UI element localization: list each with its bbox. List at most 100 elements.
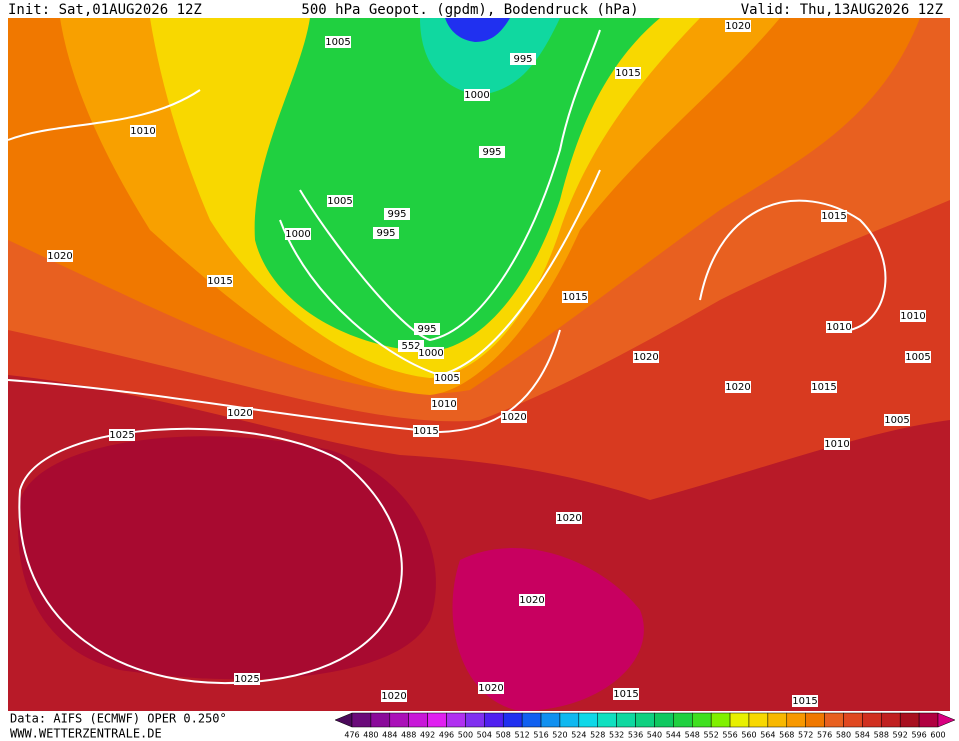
colorbar-label: 504: [477, 731, 492, 740]
colorbar-label: 500: [458, 731, 473, 740]
isobar-line: [7, 89, 201, 141]
colorbar-cell: [484, 712, 504, 728]
isobar-label: 1010: [826, 322, 851, 333]
colorbar-label: 496: [439, 731, 454, 740]
isobar-label: 995: [482, 147, 501, 158]
isobar-label-bg: [821, 210, 847, 222]
isobar-label-bg: [792, 695, 818, 707]
isobar-label-bg: [384, 208, 410, 220]
isobar-label: 1020: [725, 21, 750, 32]
isobar-label-bg: [725, 20, 751, 32]
colorbar-cell: [729, 712, 750, 728]
isobar-label-bg: [725, 381, 751, 393]
isobar-label: 1015: [821, 211, 846, 222]
isobar-line: [18, 427, 403, 685]
colorbar-cell: [862, 712, 882, 728]
isobar-label: 1005: [434, 373, 459, 384]
colorbar-cell: [408, 712, 428, 728]
isobar-label-bg: [327, 195, 353, 207]
isobar-label: 1015: [413, 426, 438, 437]
isobar-label-bg: [556, 512, 582, 524]
isobar-labels: 1005 995 1000 995 1005 995 995 1000 1010 1020 1015…: [47, 20, 931, 707]
colorbar-cell: [635, 712, 655, 728]
isobar-label: 1005: [884, 415, 909, 426]
colorbar-label: 588: [874, 731, 889, 740]
colorbar-label: 560: [741, 731, 756, 740]
colorbar-label: 596: [911, 731, 926, 740]
isobar-label: 1000: [285, 229, 310, 240]
data-source: Data: AIFS (ECMWF) OPER 0.250°: [10, 712, 227, 726]
colorbar-cell: [767, 712, 788, 728]
isobar-label-bg: [464, 89, 490, 101]
isobar-label: 1015: [207, 276, 232, 287]
isobar-label-bg: [325, 36, 351, 48]
isobar-label-bg: [414, 323, 440, 335]
colorbar-cell: [899, 712, 920, 728]
isobar-label-bg: [811, 381, 837, 393]
isobar-label-bg: [884, 414, 910, 426]
colorbar-cell: [578, 712, 598, 728]
colorbar-cell: [616, 712, 636, 728]
colorbar-label: 556: [722, 731, 737, 740]
isobar-label: 995: [376, 228, 395, 239]
isobar-label-bg: [900, 310, 926, 322]
isobar-label-bg: [130, 125, 156, 137]
isobar-label: 1020: [556, 513, 581, 524]
colorbar-label: 576: [817, 731, 832, 740]
isobar-label: 1020: [501, 412, 526, 423]
isobar-label-bg: [615, 67, 641, 79]
isobar-label: 1015: [792, 696, 817, 707]
isobar-label: 1020: [47, 251, 72, 262]
colorbar-label: 524: [571, 731, 586, 740]
field-pink: [452, 548, 644, 711]
isobar-label-bg: [227, 407, 253, 419]
colorbar-cell: [748, 712, 769, 728]
isobar-label: 1020: [633, 352, 658, 363]
isobar-label-bg: [47, 250, 73, 262]
isobar-label-bg: [285, 228, 311, 240]
isobar-label: 1000: [464, 90, 489, 101]
isobar-label: 1015: [562, 292, 587, 303]
colorbar-label: 492: [420, 731, 435, 740]
colorbar-cell: [843, 712, 863, 728]
colorbar-cell: [370, 712, 391, 728]
isobar-label: 995: [513, 54, 532, 65]
colorbar-cell: [465, 712, 485, 728]
isobar-label: 1010: [824, 439, 849, 450]
colorbar-cell: [351, 712, 372, 728]
colorbar-label: 488: [401, 731, 416, 740]
isobar-label: 1010: [900, 311, 925, 322]
colorbar-label: 536: [628, 731, 643, 740]
isobar-label-bg: [824, 438, 850, 450]
isobar-label: 1005: [325, 37, 350, 48]
colorbar-arrow: [937, 712, 956, 728]
colorbar-label: 568: [779, 731, 794, 740]
isobar-label-bg: [905, 351, 931, 363]
colorbar: 476 480 484 488 492 496 500 504 508 512 516 520 524 5…: [334, 712, 956, 740]
colorbar-cell: [389, 712, 409, 728]
colorbar-cell: [597, 712, 617, 728]
colorbar-cell: [881, 712, 901, 728]
colorbar-label: 528: [590, 731, 605, 740]
colorbar-label: 580: [836, 731, 851, 740]
isobar-label: 1005: [905, 352, 930, 363]
isobar-label-bg: [613, 688, 639, 700]
map-title: 500 hPa Geopot. (gpdm), Bodendruck (hPa): [301, 2, 638, 18]
colorbar-cell: [521, 712, 542, 728]
colorbar-cell: [502, 712, 523, 728]
colorbar-label: 600: [930, 731, 945, 740]
isobar-label-bg: [501, 411, 527, 423]
isobar-label: 1010: [130, 126, 155, 137]
isobar-label: 1020: [478, 683, 503, 694]
colorbar-label: 520: [552, 731, 567, 740]
isobar-label-bg: [479, 146, 505, 158]
isobar-label: 1010: [431, 399, 456, 410]
map-field: [8, 18, 950, 711]
field-cyan: [420, 18, 560, 95]
isobar-label-bg: [434, 372, 460, 384]
colorbar-cell: [786, 712, 806, 728]
colorbar-label: 516: [533, 731, 548, 740]
colorbar-cell: [692, 712, 712, 728]
isobar-line: [7, 329, 561, 434]
